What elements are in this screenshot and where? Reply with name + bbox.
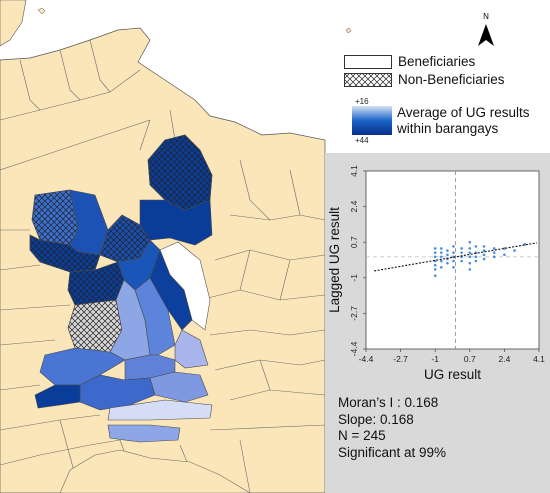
scatter-point [446,253,449,257]
barangay-q [34,384,81,409]
non-beneficiaries-label: Non-Beneficiaries [398,72,505,87]
scatter-point [460,259,463,263]
moran-stats: Moran’s I : 0.168 Slope: 0.168 N = 245 S… [338,395,446,461]
scatter-point [492,255,496,259]
barangay-r [107,399,213,421]
barangay-s [107,424,181,443]
scatter-point [433,268,437,271]
n-value: N = 245 [338,428,386,443]
color-scale-bar [352,106,392,135]
scatter-point [452,245,455,248]
scatter-point [460,251,463,254]
beneficiary-barangays [29,134,213,443]
scatter-point [440,259,443,263]
significance-text: Significant at 99% [338,444,447,460]
scatter-point [482,253,486,257]
scale-top-label: +16 [355,97,369,106]
slope-value: Slope: 0.168 [338,411,414,427]
barangay-p [149,371,209,403]
scatter-point [452,251,455,254]
barangay-borders [0,39,326,493]
scatter-point [452,259,455,263]
morans-i-value: Moran’s I : 0.168 [338,395,439,410]
scatter-point [474,255,478,259]
plot-area [366,171,539,349]
y-tick-label: -1 [349,274,359,282]
scatter-point [440,266,443,269]
scale-description-line2: within barangays [397,121,499,136]
scatter-point [474,259,478,263]
north-arrow: N [478,12,494,46]
y-tick-label: -2.7 [349,306,359,321]
regression-line [374,242,538,272]
scatter-point [433,251,437,254]
x-tick-label: 4.1 [533,354,545,364]
scatter-point [503,247,506,250]
island-left [37,7,46,15]
x-tick-label: -1 [431,354,439,364]
scale-description-line1: Average of UG results [397,105,530,120]
scatter-point [446,249,449,252]
scatter-point [468,268,472,271]
scatter-point [433,274,437,278]
y-axis-label: Lagged UG result [327,207,342,313]
scatter-point [468,261,472,265]
scatter-point [433,255,437,259]
scatter-point [468,255,472,259]
scatter-point [440,255,443,259]
beneficiaries-label: Beneficiaries [398,54,476,69]
moran-scatter-plot: -4.4 -2.7 -1 0.7 2.4 4.1 -4.4 -2.7 -1 0.7 2.4 4.1 U… [327,165,545,382]
y-tick-label: 0.7 [349,236,359,248]
scatter-point [468,247,472,250]
scatter-point [513,249,516,252]
scatter-point [492,251,496,254]
x-tick-label: 0.7 [464,354,476,364]
y-tick-label: 4.1 [349,165,359,177]
scatter-point [433,247,437,250]
scatter-point [482,257,486,261]
scale-bottom-label: +44 [355,136,369,145]
legend-beneficiaries: Beneficiaries [344,54,475,69]
scatter-point [433,263,437,267]
scatter-point [460,247,463,250]
scatter-point [468,251,472,254]
barangay-k [134,277,176,356]
scale-description: Average of UG results within barangays [397,105,530,137]
scatter-point [492,247,496,250]
plot-frame [365,170,540,350]
scatter-point [503,253,506,257]
plot-axes: -4.4 -2.7 -1 0.7 2.4 4.1 -4.4 -2.7 -1 0.7 2.4 4.1 [349,165,545,364]
inlet [59,449,251,493]
scatter-point [482,249,486,252]
north-arrow-label: N [483,12,489,21]
x-axis-label: UG result [424,367,481,382]
island-right [345,27,352,34]
x-tick-label: -4.4 [359,354,374,364]
scatter-point [440,251,443,254]
land-northwest [0,0,27,47]
scatter-point [482,245,486,248]
non-beneficiaries-swatch [344,72,392,87]
map-legend: Beneficiaries Non-Beneficiaries +16 +44 … [344,50,544,150]
scatter-points [433,240,527,278]
scatter-point [474,245,478,248]
barangay-a [139,199,213,246]
beneficiaries-swatch [344,54,392,69]
north-arrow-icon [478,24,494,46]
x-tick-label: -2.7 [393,354,408,364]
scatter-point [468,240,472,244]
scatter-point [440,247,443,250]
y-tick-label: -4.4 [349,341,359,356]
scatter-point [446,261,449,265]
scatter-point [452,266,455,269]
x-tick-label: 2.4 [498,354,510,364]
y-tick-label: 2.4 [349,200,359,212]
legend-non-beneficiaries: Non-Beneficiaries [344,72,505,87]
